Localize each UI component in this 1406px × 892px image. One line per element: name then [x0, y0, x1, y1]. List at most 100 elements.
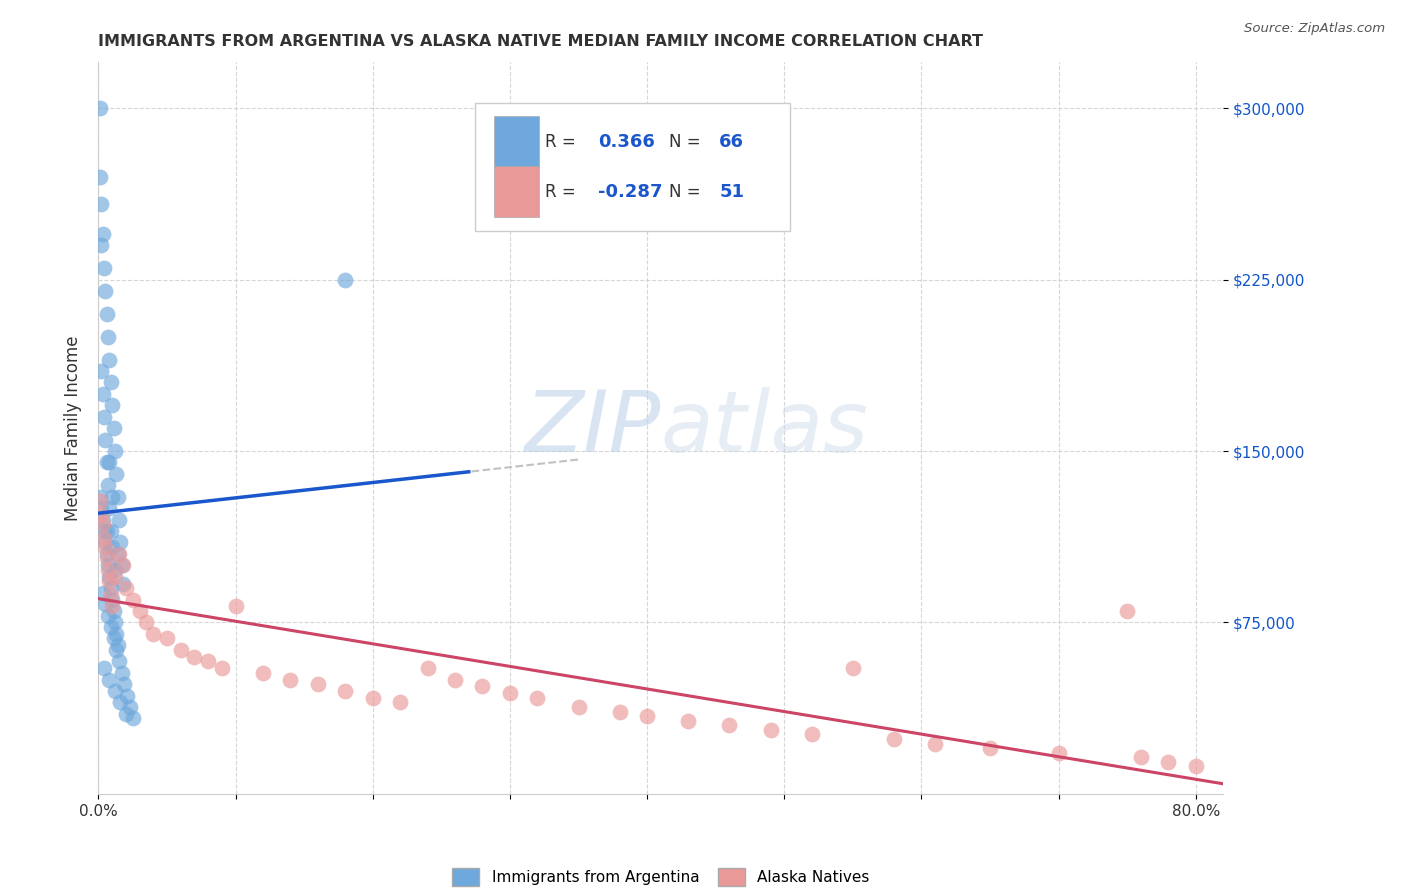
Point	[567, 700, 589, 714]
Point	[389, 696, 412, 710]
Point	[105, 627, 128, 641]
Point	[170, 643, 193, 657]
Point	[89, 101, 111, 115]
Point	[91, 227, 114, 241]
Point	[108, 654, 131, 668]
Point	[128, 604, 150, 618]
Point	[842, 661, 865, 675]
FancyBboxPatch shape	[495, 166, 540, 218]
Point	[103, 632, 125, 646]
Point	[107, 490, 129, 504]
Point	[107, 638, 129, 652]
Point	[335, 272, 357, 286]
Point	[197, 654, 219, 668]
Point	[142, 627, 165, 641]
Point	[115, 581, 138, 595]
Text: 66: 66	[720, 133, 744, 151]
Point	[93, 409, 115, 424]
Point	[103, 604, 125, 618]
Text: N =: N =	[669, 183, 706, 201]
Point	[98, 574, 121, 589]
Point	[90, 238, 112, 252]
Point	[110, 696, 132, 710]
Point	[118, 700, 141, 714]
Text: ZIP: ZIP	[524, 386, 661, 470]
Point	[444, 673, 467, 687]
Point	[98, 352, 121, 367]
Point	[156, 632, 179, 646]
Point	[104, 684, 127, 698]
Point	[93, 524, 115, 538]
Point	[98, 455, 121, 469]
Point	[1184, 759, 1206, 773]
Point	[121, 711, 143, 725]
Point	[101, 490, 124, 504]
Point	[499, 686, 522, 700]
Text: R =: R =	[546, 183, 581, 201]
Point	[90, 364, 112, 378]
Text: -0.287: -0.287	[598, 183, 662, 201]
Point	[90, 197, 112, 211]
Point	[91, 387, 114, 401]
Point	[307, 677, 329, 691]
Point	[883, 731, 905, 746]
Point	[104, 615, 127, 630]
Point	[335, 684, 357, 698]
Point	[90, 501, 112, 516]
Point	[101, 398, 124, 412]
Point	[115, 689, 138, 703]
Point	[636, 709, 658, 723]
Point	[979, 741, 1001, 756]
Point	[416, 661, 439, 675]
Point	[96, 524, 118, 538]
Point	[225, 599, 247, 614]
Point	[97, 563, 120, 577]
Point	[112, 576, 135, 591]
Point	[101, 599, 124, 614]
Point	[96, 551, 118, 566]
Point	[108, 547, 131, 561]
Point	[101, 592, 124, 607]
Point	[98, 673, 121, 687]
Point	[1116, 604, 1139, 618]
Point	[115, 706, 138, 721]
Point	[98, 570, 121, 584]
Point	[718, 718, 741, 732]
Point	[114, 677, 136, 691]
Point	[100, 524, 122, 538]
Text: atlas: atlas	[661, 386, 869, 470]
Point	[94, 284, 117, 298]
Point	[121, 592, 143, 607]
Point	[94, 535, 117, 549]
Point	[91, 517, 114, 532]
Point	[252, 665, 274, 680]
Point	[89, 169, 111, 184]
Point	[93, 261, 115, 276]
Point	[96, 307, 118, 321]
Point	[924, 737, 946, 751]
Point	[105, 643, 128, 657]
Point	[759, 723, 782, 737]
Point	[678, 714, 700, 728]
Text: N =: N =	[669, 133, 706, 151]
FancyBboxPatch shape	[495, 116, 540, 168]
Point	[100, 588, 122, 602]
Point	[609, 705, 631, 719]
Point	[94, 540, 117, 554]
Point	[111, 665, 134, 680]
Point	[100, 376, 122, 390]
Point	[90, 508, 112, 522]
Point	[97, 329, 120, 343]
Text: Source: ZipAtlas.com: Source: ZipAtlas.com	[1244, 22, 1385, 36]
Point	[101, 540, 124, 554]
Point	[98, 501, 121, 516]
Point	[526, 690, 548, 705]
Point	[94, 433, 117, 447]
FancyBboxPatch shape	[475, 103, 790, 231]
Y-axis label: Median Family Income: Median Family Income	[63, 335, 82, 521]
Point	[280, 673, 302, 687]
Point	[1129, 750, 1152, 764]
Text: IMMIGRANTS FROM ARGENTINA VS ALASKA NATIVE MEDIAN FAMILY INCOME CORRELATION CHAR: IMMIGRANTS FROM ARGENTINA VS ALASKA NATI…	[98, 34, 983, 49]
Point	[100, 620, 122, 634]
Point	[361, 690, 384, 705]
